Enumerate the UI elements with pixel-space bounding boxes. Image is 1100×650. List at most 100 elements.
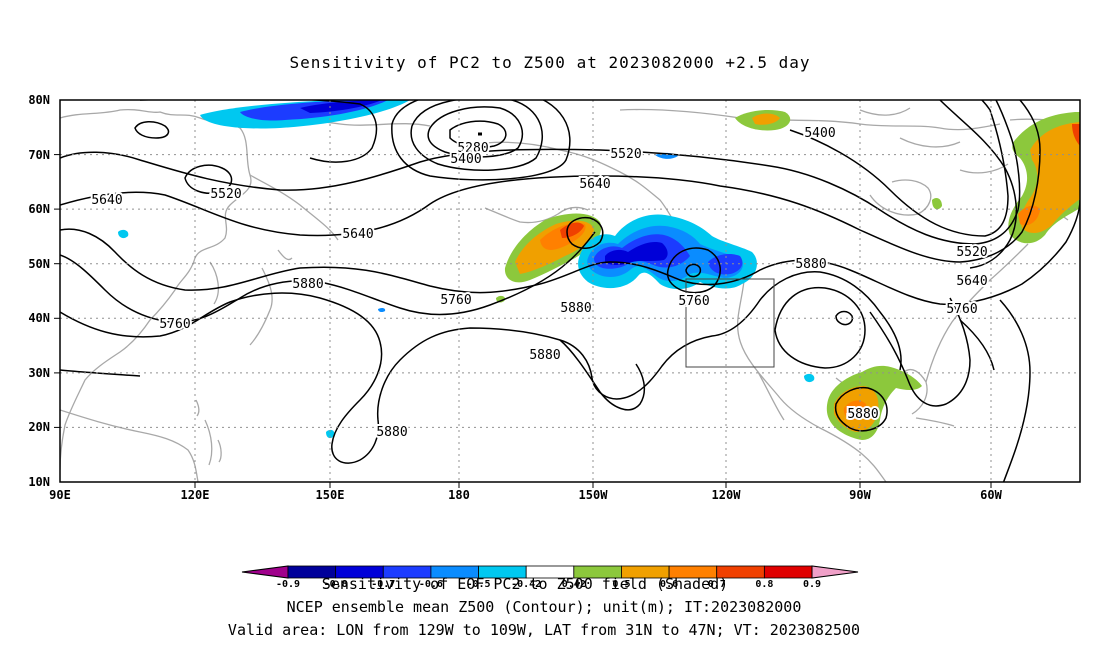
coastline-caribbean	[915, 417, 955, 427]
contour-cut-low	[666, 247, 721, 294]
lon-label: 90W	[849, 488, 871, 502]
coastline-japan	[249, 249, 293, 346]
lat-label: 50N	[28, 257, 50, 271]
lat-label: 80N	[28, 93, 50, 107]
contour-label: 5280	[457, 141, 488, 156]
contour-label: 5880	[529, 348, 560, 363]
contour-east-5760-lower	[959, 319, 995, 371]
lon-label: 120E	[181, 488, 210, 502]
shade-negative-npac-dot	[378, 307, 386, 313]
coastline-china-south	[60, 409, 199, 482]
colorbar-tick-label: 0.8	[755, 579, 773, 590]
contour-label: 5400	[450, 152, 481, 167]
coastline-arctic-canada	[619, 108, 1001, 131]
colorbar-tick-label: 0.7	[708, 579, 726, 590]
lat-label: 30N	[28, 366, 50, 380]
contour-label: 5400	[804, 126, 835, 141]
lat-label: 20N	[28, 420, 50, 434]
contour-label: 5520	[610, 147, 641, 162]
contour-5640-upper	[60, 100, 1041, 263]
colorbar-swatch	[763, 565, 813, 579]
colorbar-tick-label: -0.9	[276, 579, 300, 590]
contour-label: 5880	[292, 277, 323, 292]
coastline-us-west	[736, 265, 781, 399]
coastline-korea	[209, 261, 220, 305]
tick-marks	[54, 154, 992, 488]
shade-positive-labrador-dot	[932, 198, 942, 210]
contour-east-far	[939, 100, 1018, 269]
contour-label: 5880	[795, 257, 826, 272]
contour-5880-sw-loop	[559, 339, 646, 411]
colorbar-end-low	[241, 565, 289, 579]
contour-label: 5640	[91, 193, 122, 208]
shade-negative-pacific-dot	[118, 229, 129, 239]
contour-label: 5760	[946, 302, 977, 317]
longitude-labels: 90E 120E 150E 180 150W 120W 90W 60W	[49, 488, 1002, 502]
coastline-taiwan	[195, 399, 200, 417]
colorbar-tick-label: 0.5	[612, 579, 630, 590]
coastline-philippines	[204, 419, 222, 466]
grid-lines	[60, 100, 1080, 482]
lat-label: 10N	[28, 475, 50, 489]
contour-pacific-cell-5760	[566, 216, 604, 249]
coastline-aleutians	[484, 206, 589, 224]
sensitivity-shading	[118, 100, 1080, 440]
coastline-hudson-bay	[869, 179, 932, 216]
colorbar-tick-label: -0.42	[511, 579, 541, 590]
contour-label: 5880	[847, 407, 878, 422]
coastline-mexico	[779, 397, 887, 482]
colorbar: -0.9 -0.8 -0.7 -0.6 -0.5 -0.42 0.42 0.5 0.6 0.7 0.…	[241, 565, 859, 590]
contour-5880-center-cell	[774, 286, 866, 369]
contour-5760	[60, 199, 1080, 305]
contour-label: 5520	[956, 245, 987, 260]
lon-label: 90E	[49, 488, 71, 502]
contour-label: 5640	[342, 227, 373, 242]
contour-5280-low	[449, 120, 507, 149]
contour-label: 5760	[440, 293, 471, 308]
colorbar-tick-label: -0.8	[324, 579, 348, 590]
lon-label: 120W	[712, 488, 742, 502]
contour-5880-small-cell	[835, 310, 854, 326]
shade-positive-greenland-mid	[1020, 122, 1080, 233]
contour-label: 5640	[579, 177, 610, 192]
coastline-canada-islands	[859, 107, 1009, 174]
plot-area: 5280 5400 5520 5400 5520 5640 5640 5640 …	[60, 100, 1080, 482]
contour-label: 5520	[210, 187, 241, 202]
coastline-asia	[60, 108, 252, 471]
contour-5880-main	[60, 271, 902, 464]
contour-5880-gulf	[834, 386, 888, 432]
lon-label: 180	[448, 488, 470, 502]
plot-frame	[59, 99, 1081, 483]
contour-east-5400	[789, 100, 1009, 237]
colorbar-end-high	[811, 565, 859, 579]
caption-line1: Sensitivity of EOF PC2 to Z500 field (Sh…	[322, 575, 728, 593]
caption-line3: Valid area: LON from 129W to 109W, LAT f…	[228, 621, 860, 639]
contour-5400-ring-a	[427, 106, 523, 158]
colorbar-tick-label: -0.6	[419, 579, 443, 590]
shade-negative-wpac-dot	[326, 429, 335, 439]
latitude-labels: 80N 70N 60N 50N 40N 30N 20N 10N	[28, 93, 50, 489]
lon-label: 150E	[316, 488, 345, 502]
coastlines	[60, 107, 1080, 482]
contour-5520-a	[391, 100, 571, 181]
lat-label: 60N	[28, 202, 50, 216]
colorbar-tick-label: 0.6	[660, 579, 678, 590]
lon-label: 150W	[579, 488, 609, 502]
lat-label: 40N	[28, 311, 50, 325]
shade-negative-mexico-dot	[804, 373, 815, 383]
contour-5520-west-cell	[184, 164, 233, 194]
contour-label: 5640	[956, 274, 987, 289]
contour-far-east	[999, 299, 1031, 482]
contour-labels: 5280 5400 5520 5400 5520 5640 5640 5640 …	[89, 124, 989, 442]
contour-east-5880	[869, 297, 971, 407]
shade-positive-greenland-hot	[1072, 124, 1080, 146]
contour-tiny-west	[134, 121, 170, 139]
colorbar-tick-label: -0.5	[466, 579, 490, 590]
contour-label: 5760	[678, 294, 709, 309]
coastline-kamchatka	[249, 174, 339, 241]
shade-positive-mexico-hot	[843, 400, 866, 420]
shade-positive-west-hot	[560, 222, 584, 238]
contour-5520-upper	[60, 100, 1021, 245]
contour-5640-mid	[60, 231, 596, 323]
